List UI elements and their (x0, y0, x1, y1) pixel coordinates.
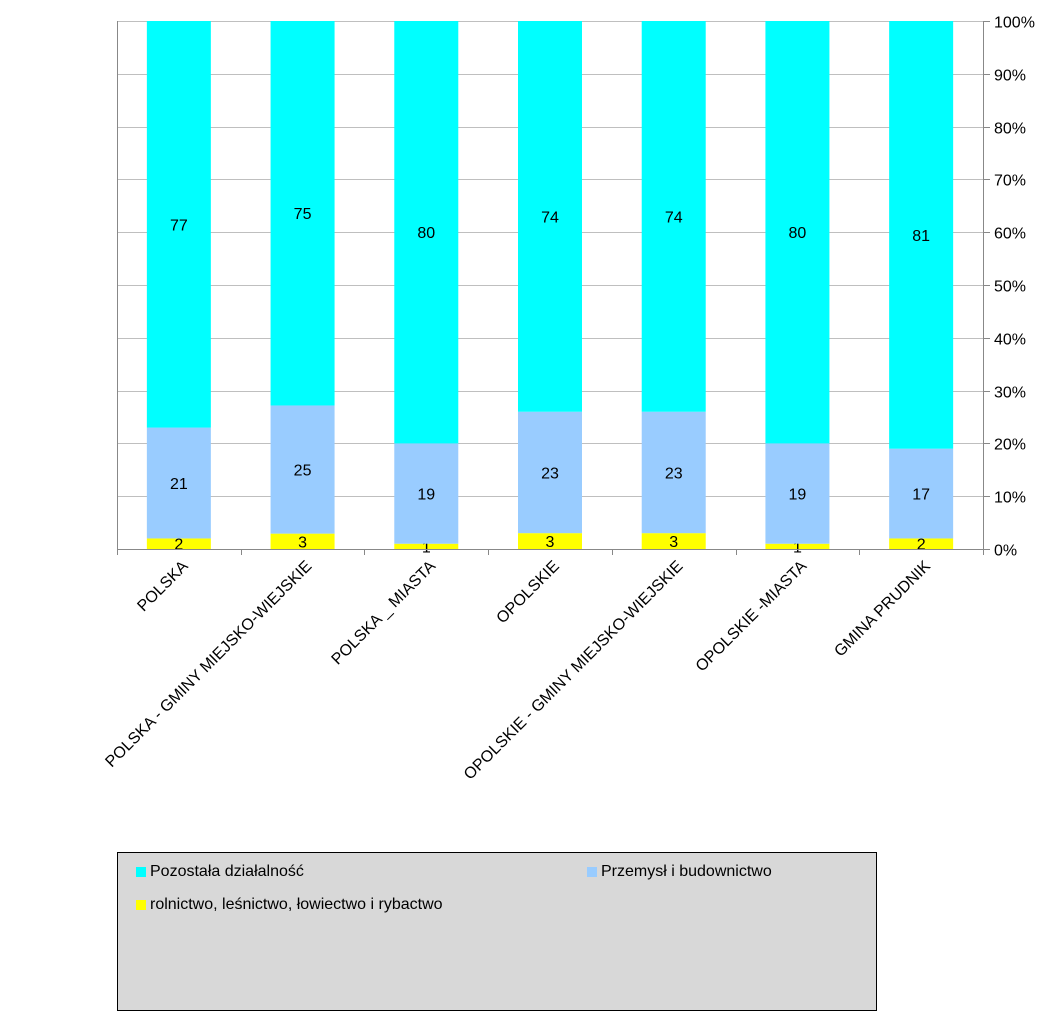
y-tick-label: 40% (994, 332, 1026, 349)
bar-segment-6-pozostaa (889, 21, 954, 449)
x-category-label: OPOLSKIE - GMINY MIEJSKO-WIEJSKIE (461, 558, 687, 784)
bar-segment-3-przemys (518, 411, 582, 534)
data-label: 23 (665, 465, 683, 482)
x-category-label: POLSKA _ MIASTA (329, 558, 440, 669)
data-label: 1 (793, 539, 802, 556)
data-label: 74 (541, 209, 559, 226)
chart-legend: Pozostała działalność Przemysł i budowni… (117, 852, 877, 1011)
y-tick-label: 50% (994, 279, 1026, 296)
data-label: 80 (789, 225, 807, 242)
y-tick-label: 90% (994, 68, 1026, 85)
x-category-label: POLSKA (134, 558, 192, 616)
legend-label-przemysl: Przemysł i budownictwo (601, 863, 772, 880)
bar-segment-1-przemys (270, 405, 335, 534)
bar-segment-2-rolnictwo (394, 543, 459, 549)
x-category-label: OPOLSKIE (494, 558, 563, 627)
x-category-label: OPOLSKIE -MIASTA (693, 558, 811, 676)
bar-segment-4-przemys (641, 411, 706, 534)
legend-swatch-pozostala (136, 867, 146, 877)
y-tick-label: 100% (994, 15, 1035, 32)
data-label: 3 (298, 534, 307, 551)
legend-swatch-rolnictwo (136, 900, 146, 910)
data-label: 17 (912, 487, 930, 504)
bar-segment-2-pozostaa (394, 21, 459, 444)
legend-item-pozostala: Pozostała działalność (136, 863, 304, 881)
y-tick-label: 80% (994, 121, 1026, 138)
legend-label-pozostala: Pozostała działalność (150, 863, 304, 880)
bar-segment-2-przemys (394, 443, 459, 544)
legend-item-przemysl: Przemysł i budownictwo (587, 863, 772, 881)
bar-segment-6-przemys (889, 448, 954, 539)
bar-segment-0-pozostaa (146, 21, 211, 428)
data-label: 1 (422, 539, 431, 556)
y-tick-label: 20% (994, 437, 1026, 454)
x-category-label: GMINA PRUDNIK (831, 558, 934, 661)
bar-segment-5-pozostaa (765, 21, 830, 444)
data-label: 25 (294, 463, 312, 480)
bar-segment-1-pozostaa (270, 21, 335, 406)
bar-segment-4-pozostaa (641, 21, 706, 412)
data-label: 74 (665, 209, 683, 226)
y-tick-label: 70% (994, 173, 1026, 190)
x-category-label: POLSKA - GMINY MIEJSKO-WIEJSKIE (102, 558, 315, 771)
y-tick-label: 60% (994, 226, 1026, 243)
data-label: 2 (174, 537, 183, 554)
legend-item-rolnictwo: rolnictwo, leśnictwo, łowiectwo i rybact… (136, 896, 443, 914)
bar-segment-0-przemys (146, 427, 211, 539)
bar-segment-0-rolnictwo (146, 538, 211, 549)
bar-segment-1-rolnictwo (270, 533, 335, 549)
data-label: 23 (541, 465, 559, 482)
data-label: 21 (170, 476, 188, 493)
data-label: 77 (170, 217, 188, 234)
y-tick-label: 10% (994, 490, 1026, 507)
data-label: 3 (546, 534, 555, 551)
y-tick-label: 30% (994, 385, 1026, 402)
data-label: 19 (417, 487, 435, 504)
data-label: 19 (789, 487, 807, 504)
bar-segment-3-pozostaa (518, 21, 582, 412)
legend-label-rolnictwo: rolnictwo, leśnictwo, łowiectwo i rybact… (150, 896, 443, 913)
bar-segment-3-rolnictwo (518, 533, 582, 549)
data-label: 81 (912, 228, 930, 245)
data-label: 2 (917, 537, 926, 554)
bar-segment-4-rolnictwo (641, 533, 706, 549)
legend-swatch-przemysl (587, 867, 597, 877)
data-label: 80 (417, 225, 435, 242)
bar-segment-5-przemys (765, 443, 830, 544)
data-label: 75 (294, 206, 312, 223)
data-label: 3 (669, 534, 678, 551)
bar-segment-5-rolnictwo (765, 543, 830, 549)
bar-segment-6-rolnictwo (889, 538, 954, 549)
y-tick-label: 0% (994, 543, 1017, 560)
